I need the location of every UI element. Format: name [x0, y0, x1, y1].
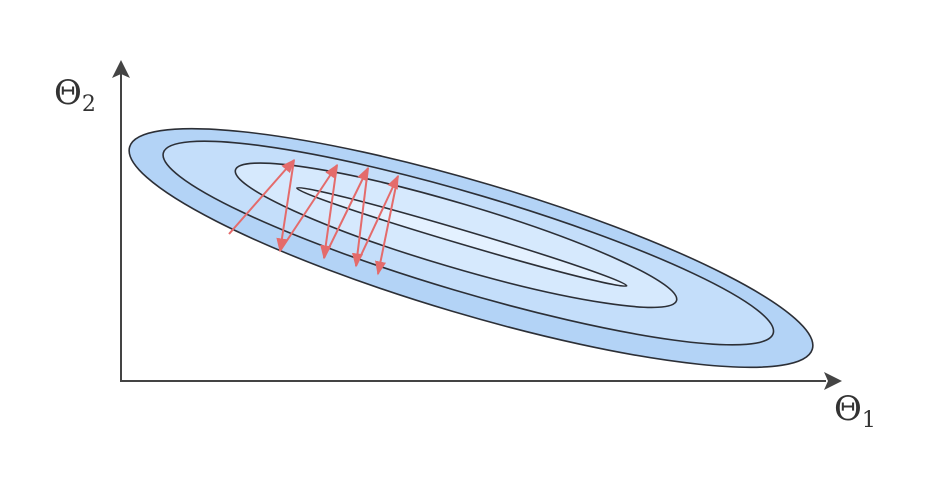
path-step-arrow — [355, 174, 399, 267]
contour-core — [296, 186, 628, 288]
path-step-arrow — [320, 164, 338, 260]
path-step-arrow — [228, 158, 295, 235]
contour-group — [128, 127, 814, 369]
path-step-arrow — [375, 175, 399, 276]
path-step-arrow — [276, 159, 295, 253]
x-axis-arrow-icon — [824, 372, 842, 390]
path-step-arrow — [323, 166, 369, 259]
optimization-path — [228, 158, 399, 276]
path-step-arrow — [351, 167, 369, 268]
axes — [112, 60, 842, 390]
y-axis-label: Θ2 — [54, 73, 96, 117]
x-axis-label: Θ1 — [834, 389, 876, 433]
path-step-arrow — [279, 163, 338, 252]
y-axis-arrow-icon — [112, 60, 130, 78]
